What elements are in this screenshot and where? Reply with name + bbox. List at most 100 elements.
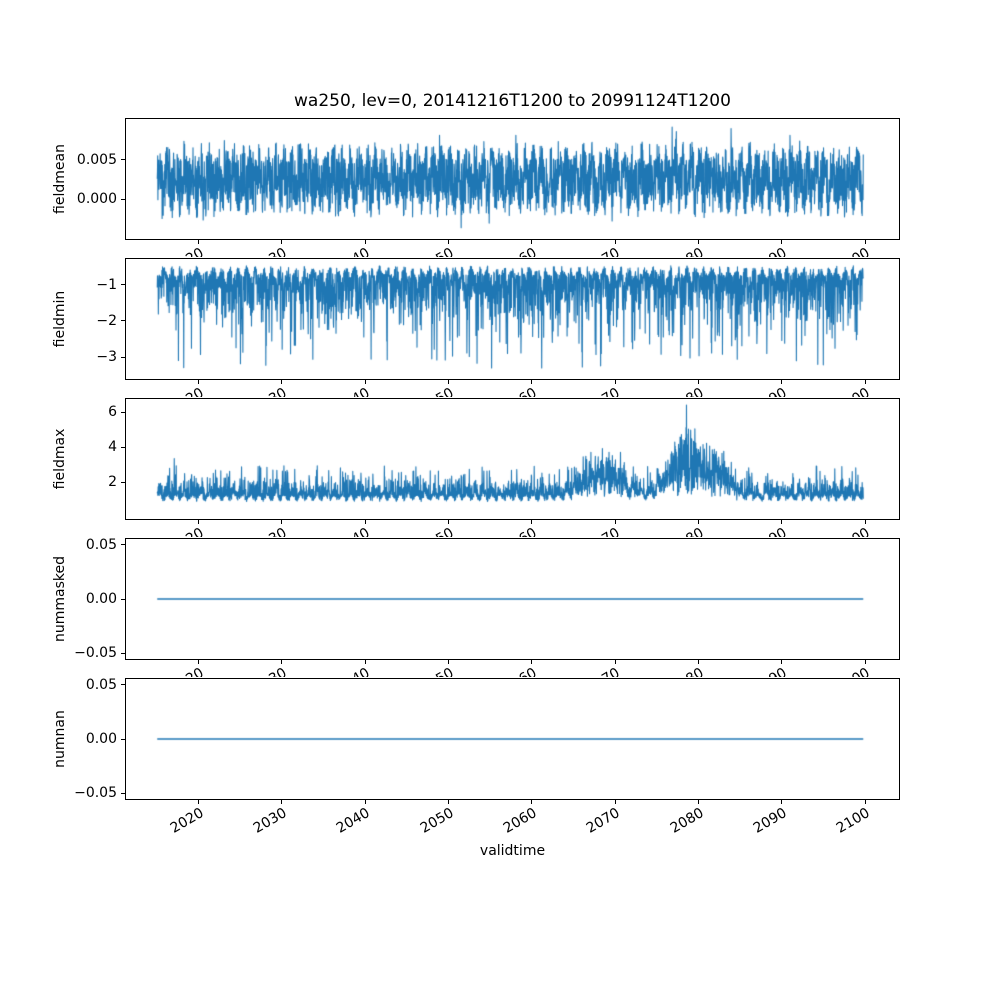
subplot-nummasked <box>125 538 900 660</box>
x-tick-label: 2050 <box>417 665 456 677</box>
y-tick-label: −0.05 <box>74 645 117 662</box>
x-tick-label: 2100 <box>834 245 873 257</box>
x-tick-mark <box>364 240 366 244</box>
x-tick-mark <box>447 800 449 804</box>
subplot-numnan <box>125 678 900 800</box>
y-tick-label: 0.05 <box>85 676 117 693</box>
x-tick-strip: 2020 2030 2040 2050 2060 2070 2080 2090 2100 <box>125 520 900 537</box>
x-tick-mark <box>864 380 866 384</box>
x-tick-label: 2070 <box>584 245 623 257</box>
x-tick-label: 2030 <box>251 665 290 677</box>
x-tick-label: 2040 <box>334 385 373 397</box>
x-tick-label: 2020 <box>167 385 206 397</box>
x-tick-label: 2030 <box>251 385 290 397</box>
y-tick-mark <box>121 792 125 794</box>
x-tick-label: 2050 <box>417 805 457 837</box>
x-tick-mark <box>531 380 533 384</box>
x-tick-mark <box>197 240 199 244</box>
x-tick-label: 2040 <box>334 665 373 677</box>
subplot-fieldmax <box>125 398 900 520</box>
x-tick-label: 2090 <box>751 245 790 257</box>
x-tick-mark <box>364 380 366 384</box>
x-tick-label: 2080 <box>667 245 706 257</box>
y-tick-mark <box>121 159 125 161</box>
x-tick-mark <box>364 520 366 524</box>
x-tick-label: 2100 <box>834 525 873 537</box>
x-tick-mark <box>697 240 699 244</box>
chart-title: wa250, lev=0, 20141216T1200 to 20991124T… <box>294 91 731 111</box>
x-tick-mark <box>531 520 533 524</box>
x-tick-label: 2030 <box>251 245 290 257</box>
x-tick-mark <box>697 660 699 664</box>
y-axis-label-fieldmean: fieldmean <box>52 144 68 214</box>
x-tick-label: 2020 <box>167 245 206 257</box>
x-tick-mark <box>781 380 783 384</box>
plot-line-fieldmean <box>126 119 899 239</box>
x-tick-strip: 2020 2030 2040 2050 2060 2070 2080 2090 2100 <box>125 380 900 397</box>
x-tick-mark <box>697 380 699 384</box>
x-tick-label: 2080 <box>667 385 706 397</box>
x-tick-strip: 2020 2030 2040 2050 2060 2070 2080 2090 2100 <box>125 240 900 257</box>
x-tick-label: 2070 <box>584 385 623 397</box>
x-tick-label: 2020 <box>167 665 206 677</box>
x-tick-mark <box>864 520 866 524</box>
x-tick-label: 2100 <box>834 805 873 837</box>
x-tick-label: 2060 <box>501 665 540 677</box>
x-tick-mark <box>697 520 699 524</box>
y-tick-mark <box>121 284 125 286</box>
y-tick-mark <box>121 598 125 600</box>
x-tick-label: 2080 <box>667 525 706 537</box>
x-tick-label: 2060 <box>501 525 540 537</box>
y-tick-mark <box>121 544 125 546</box>
x-tick-mark <box>447 380 449 384</box>
x-tick-label: 2040 <box>334 245 373 257</box>
x-tick-mark <box>614 520 616 524</box>
x-tick-label: 2040 <box>334 525 373 537</box>
x-tick-label: 2070 <box>584 525 623 537</box>
x-tick-mark <box>364 800 366 804</box>
x-tick-label: 2030 <box>251 525 290 537</box>
x-tick-label: 2080 <box>667 665 706 677</box>
y-tick-label: 6 <box>108 404 117 420</box>
y-tick-label: 0.05 <box>85 536 117 553</box>
y-tick-mark <box>121 198 125 200</box>
x-tick-mark <box>281 660 283 664</box>
x-tick-label: 2090 <box>751 665 790 677</box>
x-tick-label: 2020 <box>167 805 207 837</box>
x-tick-label: 2100 <box>834 665 873 677</box>
x-tick-label: 2090 <box>751 525 790 537</box>
x-tick-label: 2060 <box>501 385 540 397</box>
x-tick-label: 2070 <box>584 665 623 677</box>
y-tick-label: 4 <box>108 439 117 455</box>
x-tick-mark <box>864 800 866 804</box>
x-tick-label: 2020 <box>167 525 206 537</box>
x-tick-strip: 2020 2030 2040 2050 2060 2070 2080 2090 2100 <box>125 800 900 846</box>
x-tick-label: 2080 <box>667 805 707 837</box>
x-tick-mark <box>531 800 533 804</box>
y-tick-mark <box>121 320 125 322</box>
x-tick-label: 2100 <box>834 385 873 397</box>
x-tick-label: 2060 <box>500 805 540 837</box>
y-tick-label: −2 <box>96 312 117 329</box>
x-tick-mark <box>447 520 449 524</box>
plot-line-numnan <box>126 679 899 799</box>
x-tick-mark <box>864 240 866 244</box>
x-tick-strip: 2020 2030 2040 2050 2060 2070 2080 2090 2100 <box>125 660 900 677</box>
subplot-fieldmin <box>125 258 900 380</box>
x-tick-mark <box>531 660 533 664</box>
x-tick-mark <box>614 240 616 244</box>
plot-line-fieldmin <box>126 259 899 379</box>
x-tick-label: 2050 <box>417 385 456 397</box>
x-tick-label: 2090 <box>750 805 790 837</box>
x-tick-mark <box>614 380 616 384</box>
y-tick-mark <box>121 684 125 686</box>
x-tick-mark <box>281 240 283 244</box>
x-tick-mark <box>864 660 866 664</box>
x-tick-mark <box>197 380 199 384</box>
x-tick-label: 2090 <box>751 385 790 397</box>
x-tick-mark <box>281 520 283 524</box>
x-tick-mark <box>364 660 366 664</box>
y-tick-label: 0.00 <box>85 731 117 747</box>
y-tick-label: −1 <box>96 276 117 293</box>
x-tick-mark <box>447 240 449 244</box>
